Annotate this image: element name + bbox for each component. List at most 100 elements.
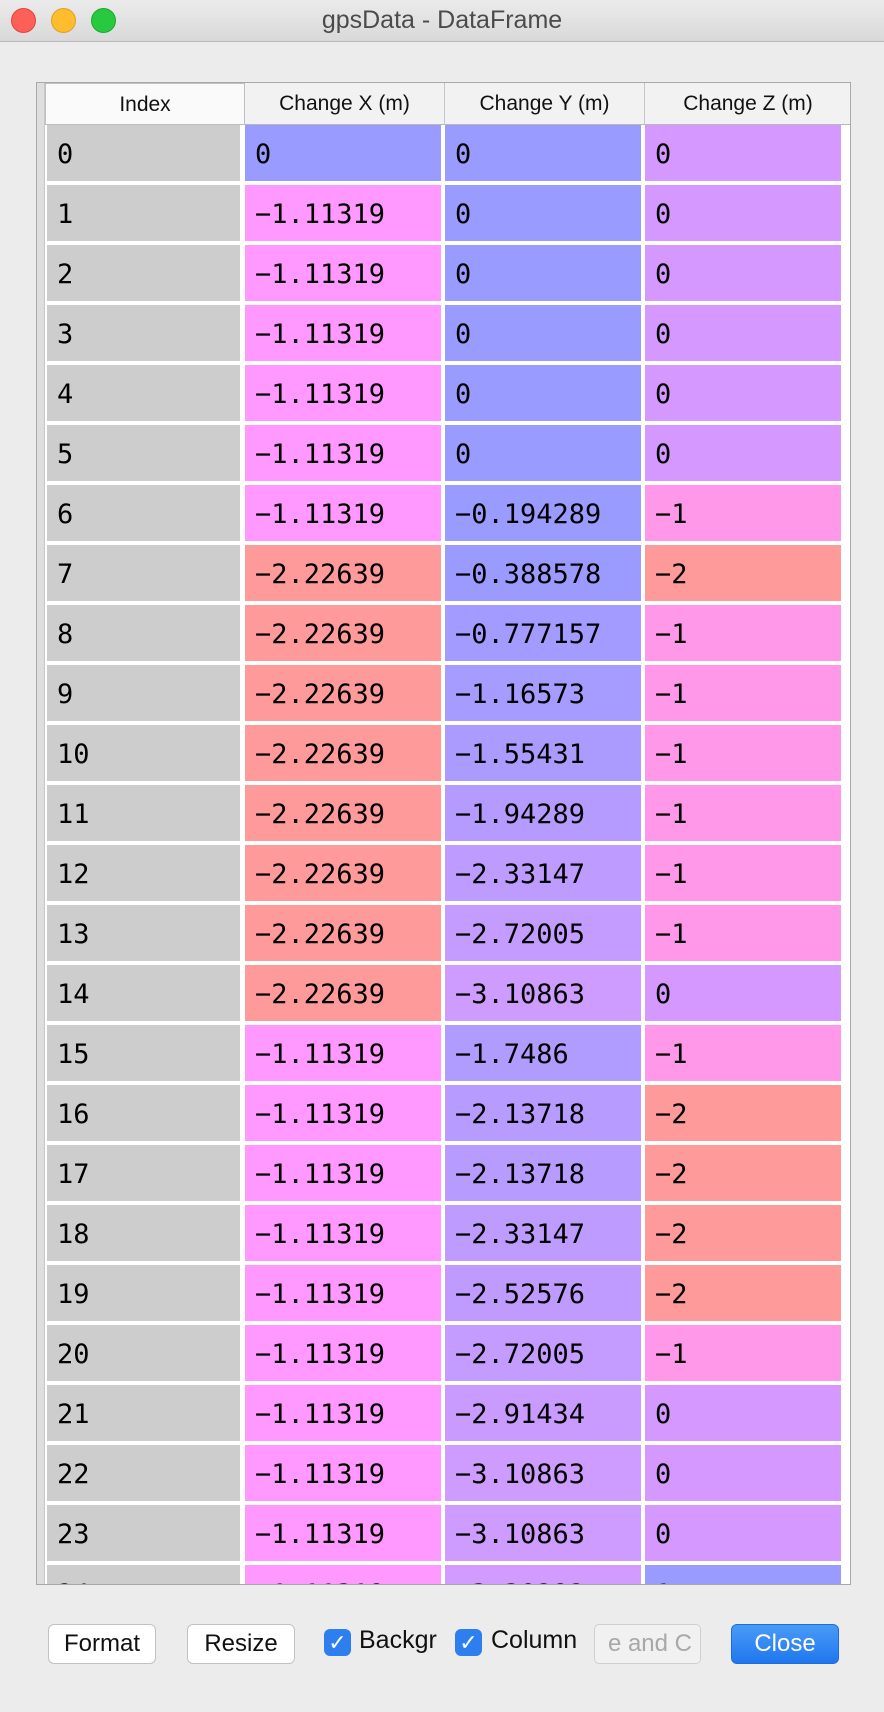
cell-change-z[interactable]: 0 — [645, 425, 843, 483]
cell-change-x[interactable]: −1.11319 — [245, 1085, 443, 1143]
cell-change-z[interactable]: −1 — [645, 485, 843, 543]
column-checkbox-label[interactable]: Column — [491, 1626, 578, 1654]
table-row[interactable]: 1 −1.11319 0 0 — [37, 185, 850, 245]
cell-change-y[interactable]: −0.388578 — [445, 545, 643, 603]
cell-change-y[interactable]: −2.91434 — [445, 1385, 643, 1443]
table-row[interactable]: 16 −1.11319 −2.13718 −2 — [37, 1085, 850, 1145]
cell-change-z[interactable]: −2 — [645, 1145, 843, 1203]
cell-change-x[interactable]: 0 — [245, 125, 443, 183]
cell-change-x[interactable]: −1.11319 — [245, 1325, 443, 1383]
cell-change-x[interactable]: −2.22639 — [245, 965, 443, 1023]
table-row[interactable]: 5 −1.11319 0 0 — [37, 425, 850, 485]
cell-change-y[interactable]: −1.55431 — [445, 725, 643, 783]
cell-change-y[interactable]: −2.33147 — [445, 1205, 643, 1263]
table-row[interactable]: 13 −2.22639 −2.72005 −1 — [37, 905, 850, 965]
cell-change-x[interactable]: −2.22639 — [245, 785, 443, 843]
cell-change-z[interactable]: −1 — [645, 1325, 843, 1383]
header-change-x[interactable]: Change X (m) — [245, 83, 445, 125]
cell-change-x[interactable]: −1.11319 — [245, 1385, 443, 1443]
cell-change-y[interactable]: −2.52576 — [445, 1265, 643, 1323]
cell-change-y[interactable]: 0 — [445, 365, 643, 423]
table-row[interactable]: 12 −2.22639 −2.33147 −1 — [37, 845, 850, 905]
maximize-window-button[interactable] — [91, 8, 116, 33]
cell-change-z[interactable]: 0 — [645, 1385, 843, 1443]
cell-change-z[interactable]: 0 — [645, 125, 843, 183]
cell-change-y[interactable]: 0 — [445, 425, 643, 483]
cell-change-x[interactable]: −2.22639 — [245, 605, 443, 663]
cell-change-y[interactable]: −3.10863 — [445, 1505, 643, 1563]
cell-index[interactable]: 2 — [47, 245, 242, 303]
cell-change-y[interactable]: −0.194289 — [445, 485, 643, 543]
cell-change-z[interactable]: −1 — [645, 845, 843, 903]
dataframe-table[interactable]: Index Change X (m) Change Y (m) Change Z… — [36, 82, 851, 1585]
cell-change-z[interactable]: −2 — [645, 1205, 843, 1263]
cell-index[interactable]: 23 — [47, 1505, 242, 1563]
cell-change-y[interactable]: −0.777157 — [445, 605, 643, 663]
header-change-z[interactable]: Change Z (m) — [645, 83, 850, 125]
cell-change-z[interactable]: −2 — [645, 545, 843, 603]
cell-change-z[interactable]: 0 — [645, 245, 843, 303]
cell-change-y[interactable]: 0 — [445, 185, 643, 243]
table-row[interactable]: 11 −2.22639 −1.94289 −1 — [37, 785, 850, 845]
cell-index[interactable]: 13 — [47, 905, 242, 963]
cell-index[interactable]: 14 — [47, 965, 242, 1023]
cell-change-x[interactable]: −2.22639 — [245, 665, 443, 723]
cell-change-x[interactable]: −2.22639 — [245, 725, 443, 783]
cell-change-z[interactable]: −1 — [645, 725, 843, 783]
cell-index[interactable]: 12 — [47, 845, 242, 903]
cell-change-y[interactable]: −1.94289 — [445, 785, 643, 843]
cell-index[interactable]: 20 — [47, 1325, 242, 1383]
table-row[interactable]: 21 −1.11319 −2.91434 0 — [37, 1385, 850, 1445]
cell-index[interactable]: 16 — [47, 1085, 242, 1143]
cell-index[interactable]: 5 — [47, 425, 242, 483]
cell-change-z[interactable]: 0 — [645, 365, 843, 423]
header-index[interactable]: Index — [45, 83, 245, 125]
cell-change-y[interactable]: −2.72005 — [445, 1325, 643, 1383]
cell-change-y[interactable]: 0 — [445, 125, 643, 183]
table-row[interactable]: 19 −1.11319 −2.52576 −2 — [37, 1265, 850, 1325]
cell-change-z[interactable]: 0 — [645, 185, 843, 243]
cell-change-y[interactable]: −2.13718 — [445, 1145, 643, 1203]
cell-change-z[interactable]: −2 — [645, 1265, 843, 1323]
cell-change-x[interactable]: −2.22639 — [245, 905, 443, 963]
cell-change-x[interactable]: −1.11319 — [245, 1565, 443, 1584]
table-row[interactable]: 20 −1.11319 −2.72005 −1 — [37, 1325, 850, 1385]
cell-change-y[interactable]: −3.10863 — [445, 965, 643, 1023]
table-row[interactable]: 3 −1.11319 0 0 — [37, 305, 850, 365]
cell-index[interactable]: 1 — [47, 185, 242, 243]
cell-index[interactable]: 3 — [47, 305, 242, 363]
cell-index[interactable]: 15 — [47, 1025, 242, 1083]
resize-button[interactable]: Resize — [187, 1624, 295, 1664]
cell-index[interactable]: 9 — [47, 665, 242, 723]
table-row[interactable]: 18 −1.11319 −2.33147 −2 — [37, 1205, 850, 1265]
cell-change-y[interactable]: 0 — [445, 305, 643, 363]
cell-change-x[interactable]: −1.11319 — [245, 245, 443, 303]
cell-change-z[interactable]: −1 — [645, 785, 843, 843]
format-button[interactable]: Format — [48, 1624, 156, 1664]
cell-index[interactable]: 17 — [47, 1145, 242, 1203]
cell-change-z[interactable]: −1 — [645, 665, 843, 723]
cell-change-x[interactable]: −1.11319 — [245, 1145, 443, 1203]
cell-change-z[interactable]: −1 — [645, 905, 843, 963]
table-row[interactable]: 4 −1.11319 0 0 — [37, 365, 850, 425]
cell-change-y[interactable]: 0 — [445, 245, 643, 303]
cell-index[interactable]: 4 — [47, 365, 242, 423]
cell-change-x[interactable]: −1.11319 — [245, 185, 443, 243]
table-row[interactable]: 24−1.11319−3.302921 — [37, 1565, 850, 1584]
cell-change-x[interactable]: −1.11319 — [245, 1025, 443, 1083]
close-window-button[interactable] — [11, 8, 36, 33]
minimize-window-button[interactable] — [51, 8, 76, 33]
cell-change-x[interactable]: −1.11319 — [245, 425, 443, 483]
cell-index[interactable]: 7 — [47, 545, 242, 603]
cell-change-x[interactable]: −1.11319 — [245, 1205, 443, 1263]
cell-index[interactable]: 10 — [47, 725, 242, 783]
cell-index[interactable]: 0 — [47, 125, 242, 183]
cell-change-y[interactable]: −3.10863 — [445, 1445, 643, 1503]
table-row[interactable]: 8 −2.22639 −0.777157 −1 — [37, 605, 850, 665]
cell-index[interactable]: 6 — [47, 485, 242, 543]
cell-index[interactable]: 18 — [47, 1205, 242, 1263]
cell-change-x[interactable]: −1.11319 — [245, 305, 443, 363]
cell-index[interactable]: 24 — [47, 1565, 242, 1584]
cell-change-x[interactable]: −2.22639 — [245, 545, 443, 603]
table-row[interactable]: 6 −1.11319 −0.194289 −1 — [37, 485, 850, 545]
